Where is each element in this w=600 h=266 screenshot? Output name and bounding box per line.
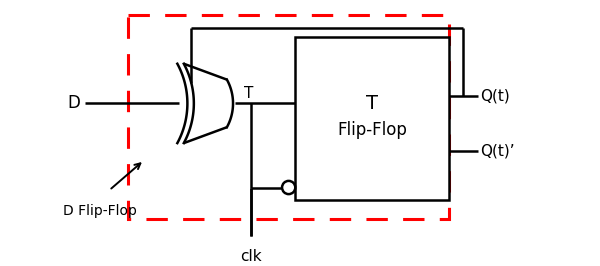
Text: Flip-Flop: Flip-Flop [337, 121, 407, 139]
Text: D Flip-Flop: D Flip-Flop [63, 203, 137, 218]
Text: Q(t)’: Q(t)’ [481, 143, 515, 158]
Text: clk: clk [240, 249, 262, 264]
Text: T: T [366, 94, 378, 113]
Circle shape [282, 181, 295, 194]
Text: T: T [244, 86, 254, 101]
Bar [128, 15, 449, 219]
Text: D: D [67, 94, 80, 113]
Text: Q(t): Q(t) [481, 88, 510, 103]
Bar [295, 37, 449, 200]
